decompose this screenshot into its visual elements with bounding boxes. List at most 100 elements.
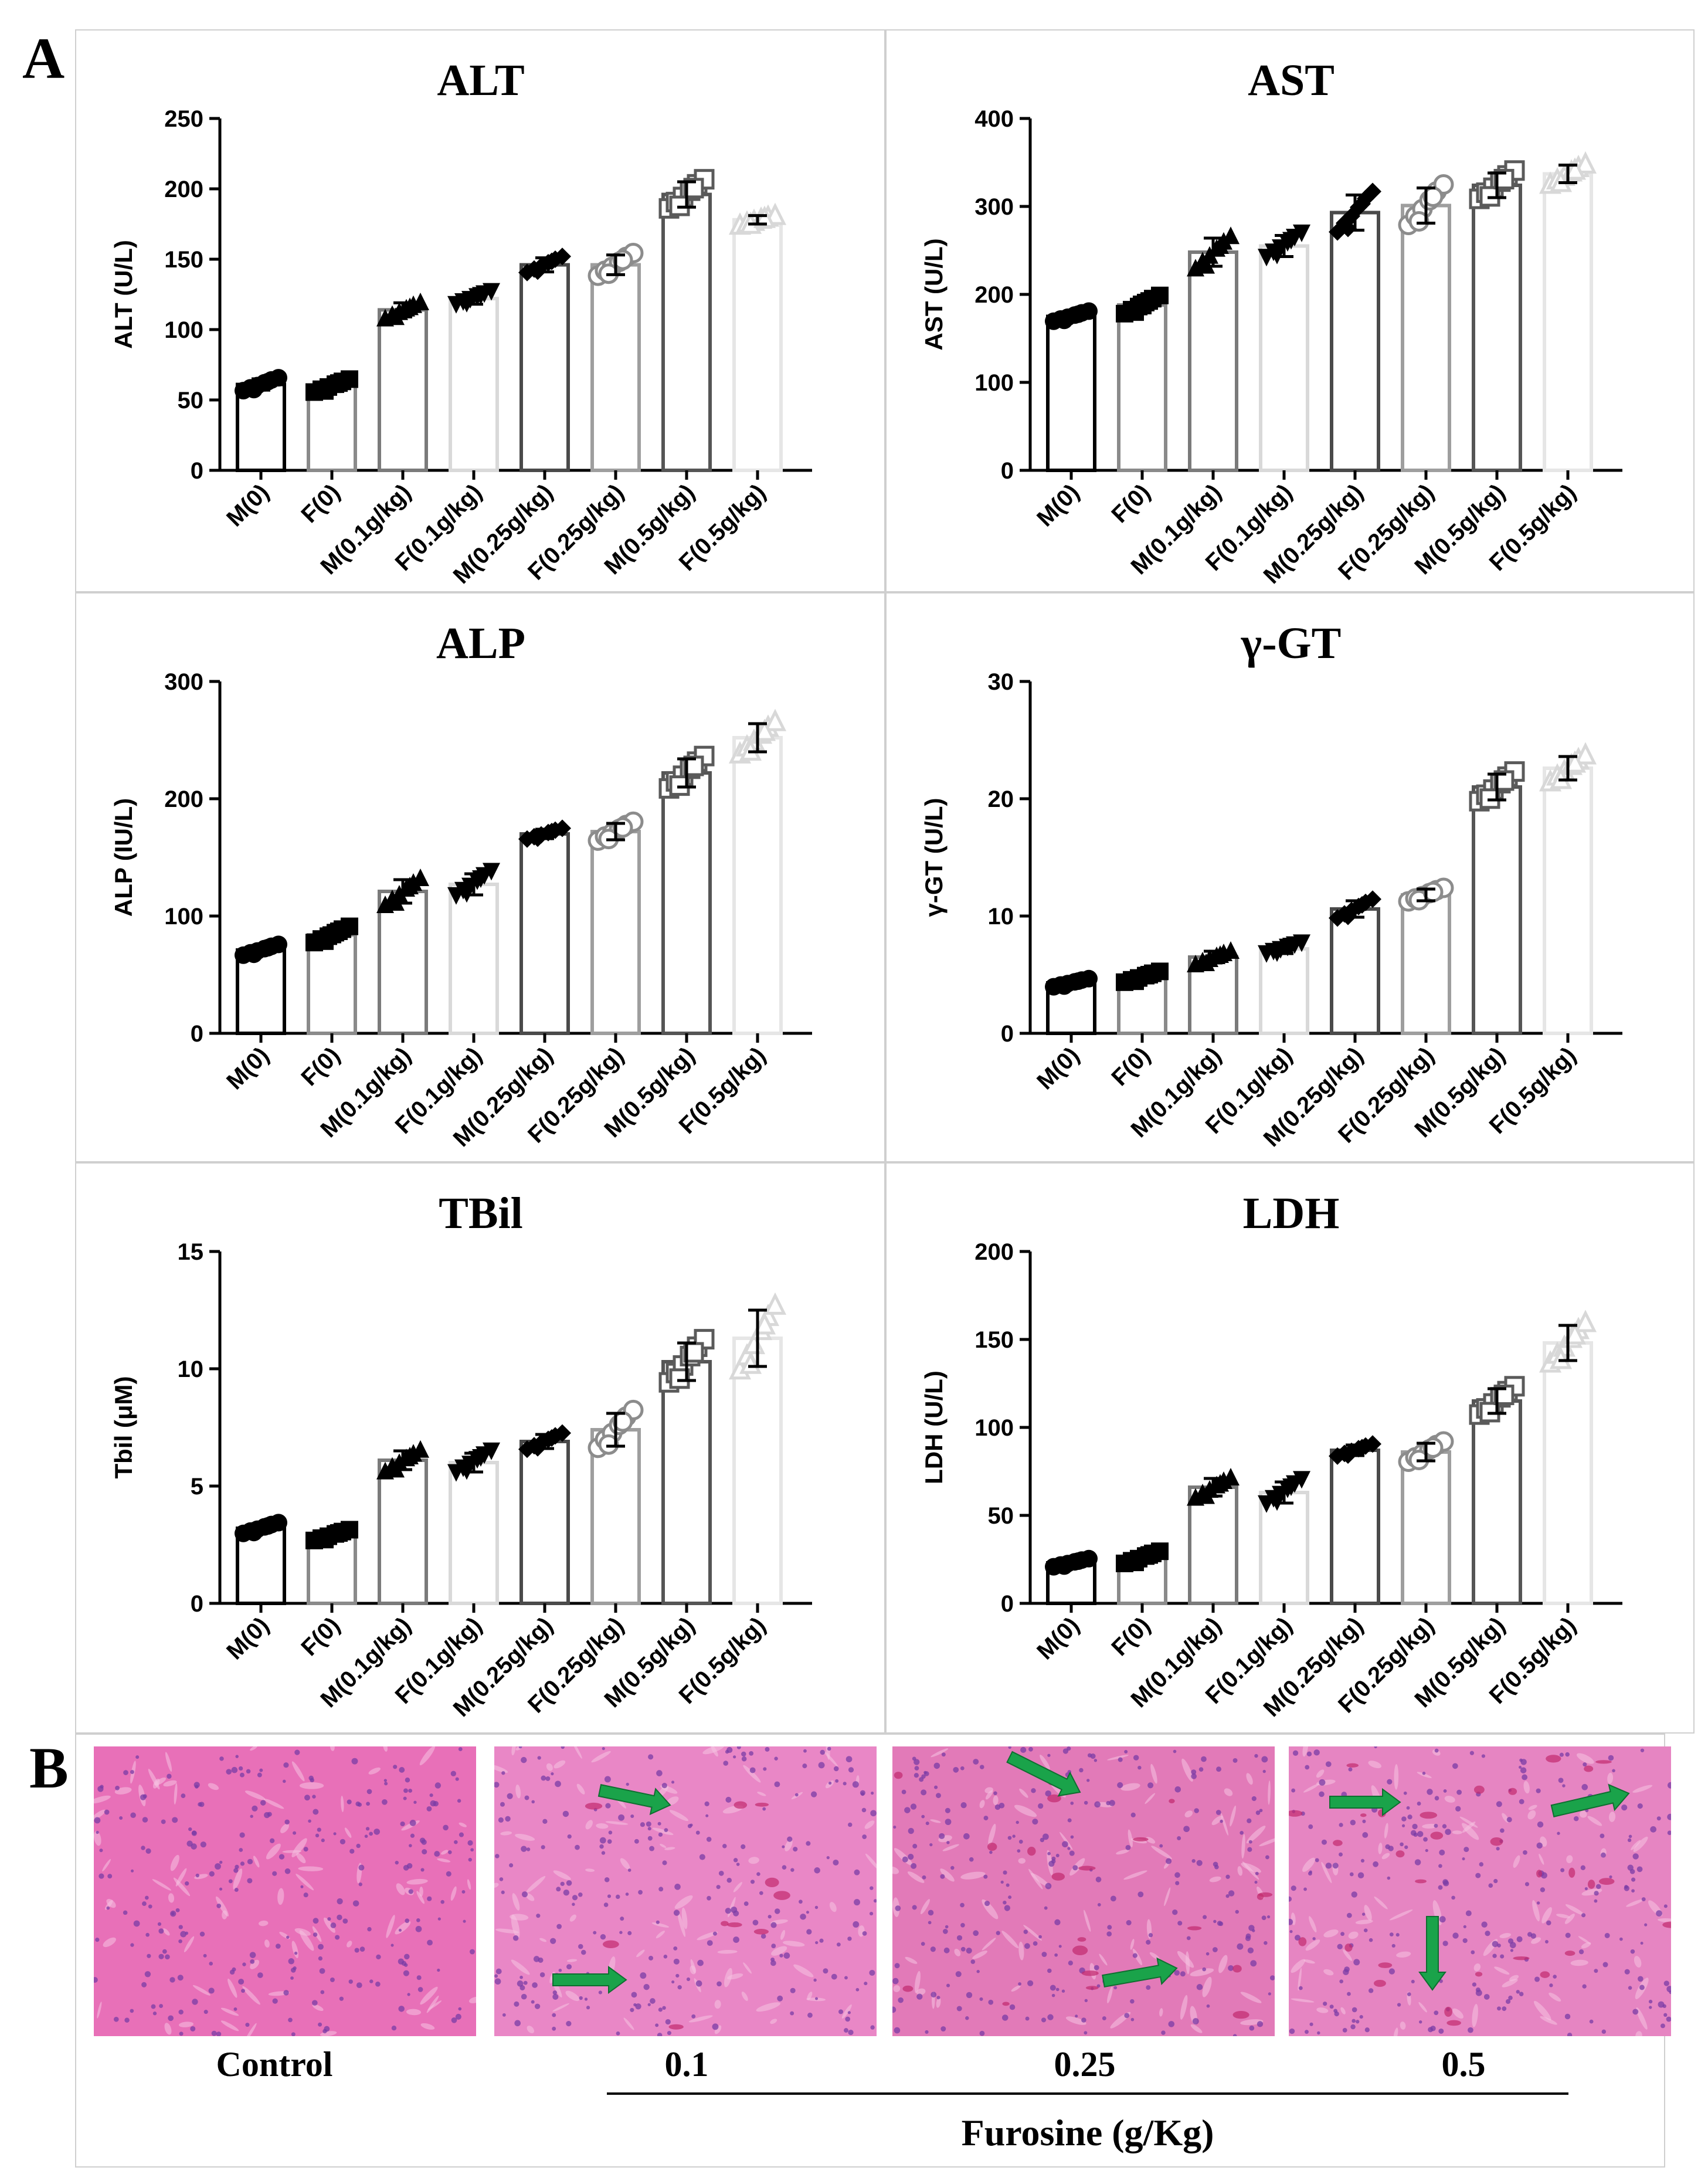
cell-nucleus (869, 1969, 875, 1976)
cell-nucleus (940, 1874, 945, 1879)
y-axis-title: ALP (IU/L) (110, 798, 137, 917)
tissue-texture (395, 1921, 411, 1935)
cell-nucleus (300, 1885, 304, 1888)
cell-nucleus (1536, 1901, 1540, 1905)
cell-nucleus (578, 1892, 583, 1897)
cell-nucleus (133, 1920, 140, 1927)
tissue-texture (660, 1844, 667, 1848)
cell-nucleus (142, 1817, 148, 1823)
cell-nucleus (1595, 1884, 1601, 1890)
cell-nucleus (303, 1892, 308, 1898)
cell-nucleus (657, 2033, 663, 2036)
tissue-texture (242, 1986, 260, 2005)
cell-nucleus (1667, 1782, 1671, 1789)
cell-nucleus (1638, 1976, 1644, 1982)
data-point (763, 1292, 787, 1315)
cell-nucleus (1308, 1871, 1312, 1876)
cell-nucleus (782, 1865, 787, 1870)
cell-nucleus (356, 1982, 362, 1989)
cell-nucleus (443, 1824, 449, 1831)
cell-nucleus (1183, 1826, 1190, 1833)
tissue-lesion (753, 1929, 769, 1935)
tissue-lesion (721, 1921, 729, 1926)
cell-nucleus (321, 1839, 325, 1843)
cell-nucleus (921, 1774, 926, 1779)
cell-nucleus (1249, 2025, 1255, 2031)
tissue-texture (330, 1746, 335, 1751)
cell-nucleus (1087, 1753, 1092, 1758)
cell-nucleus (1067, 1746, 1071, 1751)
cell-nucleus (733, 1858, 738, 1863)
cell-nucleus (531, 1800, 535, 1804)
cell-nucleus (955, 1971, 962, 1978)
cell-nucleus (627, 1868, 631, 1872)
cell-nucleus (422, 1849, 427, 1855)
cell-nucleus (661, 1783, 667, 1789)
cell-nucleus (1462, 1938, 1468, 1943)
cell-nucleus (848, 2030, 854, 2036)
cell-nucleus (1102, 2016, 1106, 2021)
tissue-lesion (668, 2024, 684, 2030)
cell-nucleus (1084, 1999, 1088, 2003)
bar-F(0.25g/kg) (1401, 203, 1451, 472)
cell-nucleus (1321, 1839, 1327, 1845)
cell-nucleus (770, 1922, 777, 1928)
cell-nucleus (1003, 1870, 1007, 1875)
tissue-lesion (1490, 1837, 1503, 1846)
cell-nucleus (1601, 2029, 1607, 2034)
y-tick-label: 200 (974, 1239, 1014, 1265)
cell-nucleus (190, 2026, 196, 2031)
tissue-texture (468, 1996, 476, 2003)
tissue-texture (982, 1938, 996, 1951)
cell-nucleus (1054, 1919, 1061, 1925)
cell-nucleus (912, 1905, 917, 1910)
tissue-texture (1018, 1941, 1024, 1960)
cell-nucleus (1368, 1988, 1374, 1993)
cell-nucleus (1148, 1933, 1153, 1938)
tissue-texture (1579, 1810, 1587, 1818)
cell-nucleus (1481, 1754, 1486, 1758)
cell-nucleus (1627, 1838, 1632, 1843)
cell-nucleus (663, 1955, 668, 1959)
tissue-texture (572, 1746, 582, 1759)
cell-nucleus (1254, 1881, 1258, 1884)
cell-nucleus (519, 1975, 523, 1979)
y-tick-label: 150 (164, 247, 203, 273)
tissue-texture (1159, 2008, 1163, 2017)
cell-nucleus (135, 1755, 140, 1759)
cell-nucleus (1186, 1936, 1191, 1941)
cell-nucleus (523, 1980, 528, 1985)
cell-nucleus (1347, 1992, 1351, 1996)
cell-nucleus (1261, 1756, 1268, 1763)
cell-nucleus (247, 1858, 253, 1865)
cell-nucleus (1407, 1992, 1411, 1996)
y-tick-label: 0 (1001, 1021, 1014, 1047)
cell-nucleus (421, 1839, 427, 1845)
tissue-texture (510, 1914, 529, 1921)
cell-nucleus (914, 1773, 919, 1778)
cell-nucleus (658, 1832, 663, 1837)
tissue-texture (1570, 1959, 1588, 1966)
cell-nucleus (814, 1905, 819, 1909)
cell-nucleus (843, 1782, 847, 1786)
tissue-texture (1323, 1969, 1334, 1976)
tissue-texture (785, 1839, 793, 1851)
tissue-lesion (1258, 1892, 1273, 1897)
tissue-texture (1211, 1816, 1223, 1826)
cell-nucleus (1042, 1833, 1049, 1840)
cell-nucleus (437, 1917, 441, 1921)
tissue-texture (227, 1978, 237, 1998)
cell-nucleus (800, 1914, 806, 1920)
cell-nucleus (1434, 1748, 1439, 1753)
tissue-texture (554, 1760, 566, 1769)
cell-nucleus (1567, 2033, 1573, 2036)
cell-nucleus (1434, 1823, 1438, 1828)
cell-nucleus (1196, 1984, 1203, 1990)
cell-nucleus (1192, 2018, 1199, 2025)
cell-nucleus (619, 1931, 623, 1934)
cell-nucleus (1191, 1769, 1197, 1775)
cell-nucleus (1225, 1874, 1230, 1879)
tissue-texture (515, 1784, 521, 1799)
cell-nucleus (803, 1749, 807, 1753)
cell-nucleus (848, 1822, 853, 1827)
